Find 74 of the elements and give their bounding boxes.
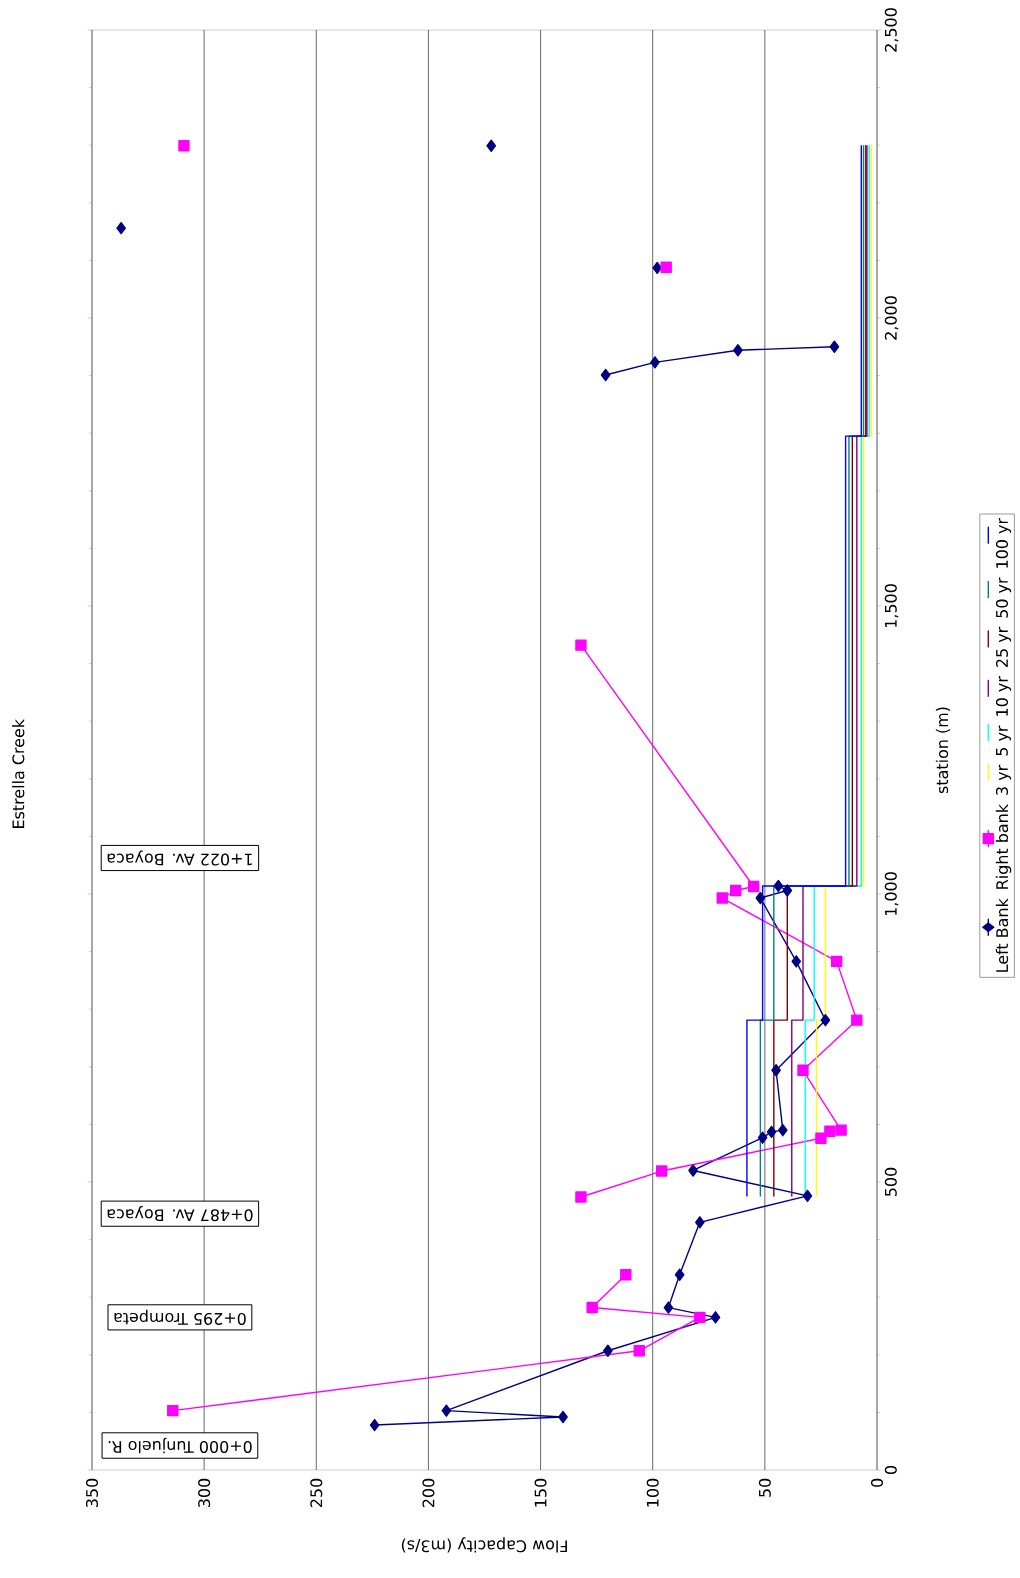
point: [797, 1064, 809, 1076]
x-tick-label: 200: [422, 1478, 435, 1508]
point: [575, 639, 587, 651]
x-tick-label: 100: [646, 1478, 659, 1507]
point: [486, 139, 497, 152]
y-tick-label: 1,000: [884, 872, 899, 916]
point: [782, 884, 793, 897]
legend-label: 10 yr: [995, 676, 1012, 716]
legend-label: 50 yr: [995, 577, 1012, 618]
point: [694, 1216, 705, 1229]
y-tick-label: 0: [884, 1465, 897, 1475]
point: [660, 261, 672, 273]
annotation: 1+022 Av. Boyaca: [107, 850, 252, 866]
x-tick-label: 0: [870, 1478, 884, 1487]
point: [802, 1189, 813, 1203]
point: [652, 261, 663, 275]
point: [820, 1013, 831, 1027]
point: [773, 879, 784, 893]
point: [620, 1269, 632, 1281]
point: [824, 1125, 836, 1138]
point: [851, 1014, 863, 1026]
point: [575, 1191, 587, 1203]
legend-label: 100 yr: [995, 518, 1012, 568]
point: [633, 1345, 645, 1357]
x-tick-label: 250: [310, 1478, 323, 1508]
point: [116, 221, 126, 235]
point: [830, 955, 843, 968]
point: [167, 1404, 179, 1417]
point: [815, 1132, 827, 1144]
y-tick-label: 2,500: [884, 8, 899, 52]
point: [757, 1131, 768, 1144]
point: [766, 1125, 777, 1139]
x-tick-label: 150: [534, 1478, 547, 1507]
point: [777, 1123, 788, 1137]
point: [586, 1301, 598, 1314]
legend-label: 25 yr: [995, 626, 1012, 667]
point: [716, 892, 728, 904]
x-tick-label: 300: [198, 1478, 211, 1507]
point: [178, 140, 190, 152]
point: [603, 1344, 613, 1357]
y-tick-label: 2,000: [884, 296, 899, 340]
point: [835, 1124, 847, 1136]
annotation: 0+487 Av. Boyaca: [107, 1206, 253, 1222]
annotation: 0+295 Trompeta: [114, 1309, 246, 1325]
point: [747, 880, 760, 893]
x-tick-label: 50: [758, 1478, 771, 1497]
point: [730, 884, 742, 897]
point: [369, 1418, 380, 1432]
point: [655, 1165, 668, 1177]
point: [829, 340, 840, 353]
point: [558, 1410, 568, 1424]
y-tick-label: 1,500: [884, 584, 899, 628]
legend-label: Right bank: [995, 804, 1012, 889]
point: [650, 356, 660, 369]
point: [663, 1301, 674, 1314]
legend-label: Left Bank: [995, 898, 1009, 972]
point: [710, 1311, 721, 1324]
legend-label: 5 yr: [996, 725, 1011, 756]
point: [688, 1164, 698, 1177]
annotation: 0+000 Tunjuelo R.: [108, 1437, 252, 1454]
y-axis-title: station (m): [935, 707, 951, 794]
y-tick-label: 500: [884, 1167, 897, 1196]
x-tick-label: 350: [85, 1478, 99, 1507]
point: [694, 1311, 706, 1324]
point: [674, 1268, 685, 1281]
point: [733, 344, 743, 357]
point: [755, 891, 766, 905]
point: [771, 1064, 781, 1077]
legend-label: 3 yr: [995, 764, 1012, 795]
text: Estrella Creek: [12, 719, 25, 828]
point: [441, 1404, 452, 1417]
x-axis-title: Flow Capacity (m3/s): [401, 1537, 567, 1553]
point: [791, 955, 802, 968]
point: [600, 368, 611, 382]
